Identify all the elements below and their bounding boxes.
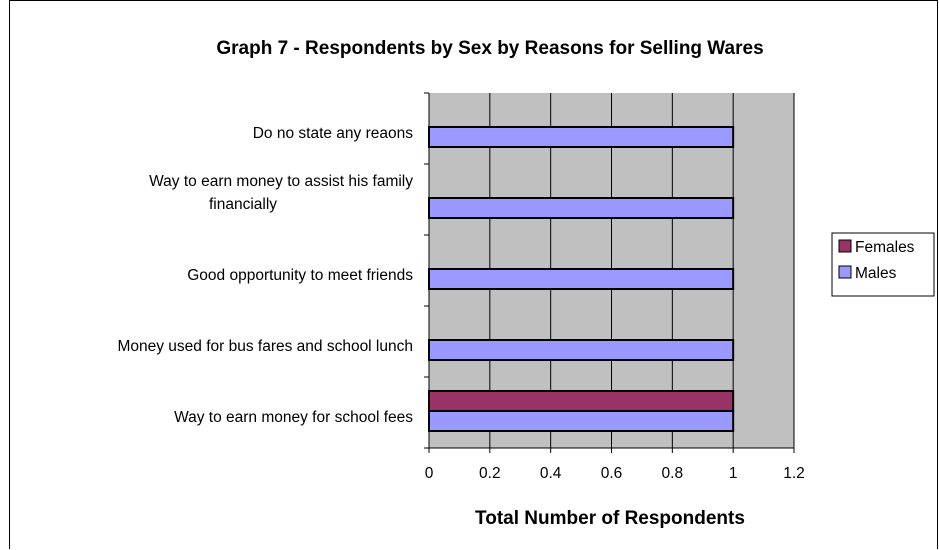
- category-label: Do no state any reaons: [253, 125, 414, 142]
- category-label: Money used for bus fares and school lunc…: [117, 338, 413, 355]
- x-tick-label: 0: [425, 465, 434, 482]
- bar-males: [428, 268, 735, 290]
- bar-males: [428, 339, 735, 361]
- x-tick-label: 0.6: [601, 465, 623, 482]
- category-label: Good opportunity to meet friends: [187, 267, 413, 284]
- category-label: Way to earn money for school fees: [174, 409, 413, 426]
- chart-title: Graph 7 - Respondents by Sex by Reasons …: [216, 38, 763, 59]
- legend-label: Females: [855, 239, 915, 256]
- legend: Females Males: [831, 232, 935, 297]
- legend-swatch: [838, 265, 852, 279]
- legend-label: Males: [855, 265, 897, 282]
- x-tick-label: 1.2: [783, 465, 805, 482]
- bar-males: [428, 197, 735, 219]
- x-tick-label: 0.2: [479, 465, 501, 482]
- legend-swatch: [838, 239, 852, 253]
- bar-females: [428, 390, 735, 412]
- category-labels: Way to earn money for school fees Money u…: [117, 125, 413, 426]
- bars: [428, 126, 735, 432]
- category-label: Way to earn money to assist his family: [149, 173, 413, 190]
- x-axis-title: Total Number of Respondents: [475, 508, 745, 529]
- bar-males: [428, 410, 735, 432]
- x-tick-labels: 0 0.2 0.4 0.6 0.8 1 1.2: [425, 465, 805, 482]
- x-tick-label: 0.4: [540, 465, 562, 482]
- category-label: financially: [209, 196, 277, 213]
- x-tick-label: 0.8: [662, 465, 684, 482]
- x-tick-label: 1: [729, 465, 738, 482]
- bar-males: [428, 126, 735, 148]
- axes: [424, 92, 795, 453]
